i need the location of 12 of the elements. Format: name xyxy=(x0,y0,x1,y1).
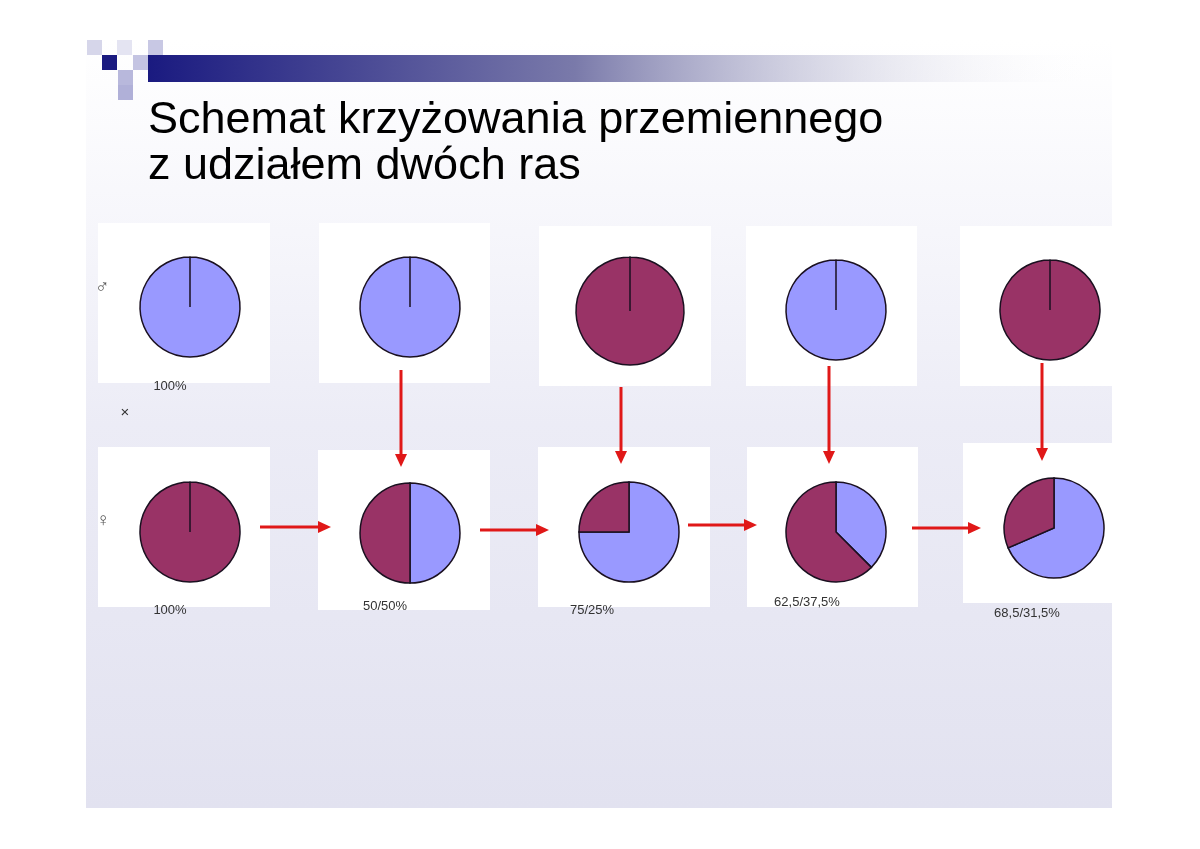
text: × xyxy=(120,403,130,420)
text: 62,5/37,5% xyxy=(774,594,840,610)
text: 68,5/31,5% xyxy=(994,605,1060,621)
text: Schemat krzyżowania przemiennego z udziałem dwóch ras xyxy=(148,92,885,189)
text: 100% xyxy=(153,602,187,618)
text: 75/25% xyxy=(569,602,615,618)
text: ♀ xyxy=(96,508,111,532)
text: ♂ xyxy=(95,275,110,299)
text: 100% xyxy=(153,378,187,394)
pie-slice xyxy=(1007,477,1105,579)
text: 50/50% xyxy=(362,598,408,614)
pie-slice xyxy=(578,481,680,583)
